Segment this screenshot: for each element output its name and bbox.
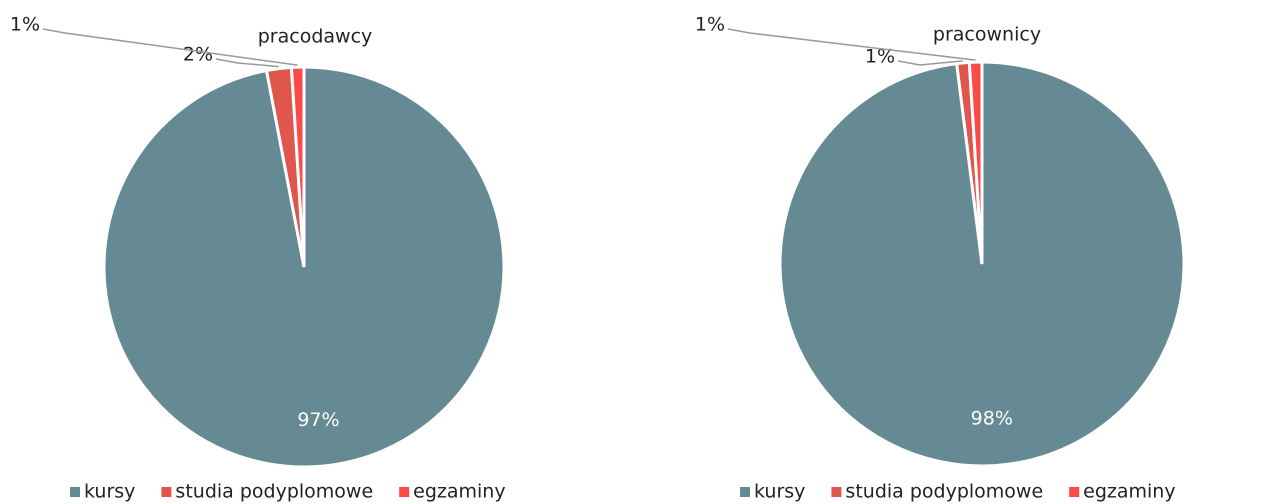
data-label: 2%: [183, 44, 213, 66]
legend-swatch: [399, 487, 410, 497]
data-label: 1%: [10, 14, 40, 36]
data-label: 97%: [297, 409, 339, 431]
legend-swatch: [1069, 487, 1080, 497]
leader-line: [42, 28, 298, 66]
legend-label: studia podyplomowe: [845, 481, 1043, 503]
leader-line: [215, 58, 279, 68]
legend-swatch: [831, 487, 842, 497]
legend-swatch: [740, 487, 750, 497]
legend-swatch: [161, 487, 172, 497]
data-label: 98%: [971, 408, 1013, 430]
legend-label: egzaminy: [413, 481, 505, 503]
pie-slice: [289, 65, 306, 268]
data-label: 1%: [695, 14, 725, 36]
leader-line: [897, 60, 963, 66]
legend-label: egzaminy: [1083, 481, 1175, 503]
data-label: 1%: [865, 46, 895, 68]
chart-title: pracownicy: [933, 24, 1041, 46]
legend-label: kursy: [754, 481, 805, 503]
legend-label: kursy: [84, 481, 135, 503]
leader-line: [727, 28, 976, 61]
pie-slice: [967, 60, 984, 265]
legend-swatch: [70, 487, 80, 497]
chart-title: pracodawcy: [258, 26, 373, 48]
legend-label: studia podyplomowe: [175, 481, 373, 503]
